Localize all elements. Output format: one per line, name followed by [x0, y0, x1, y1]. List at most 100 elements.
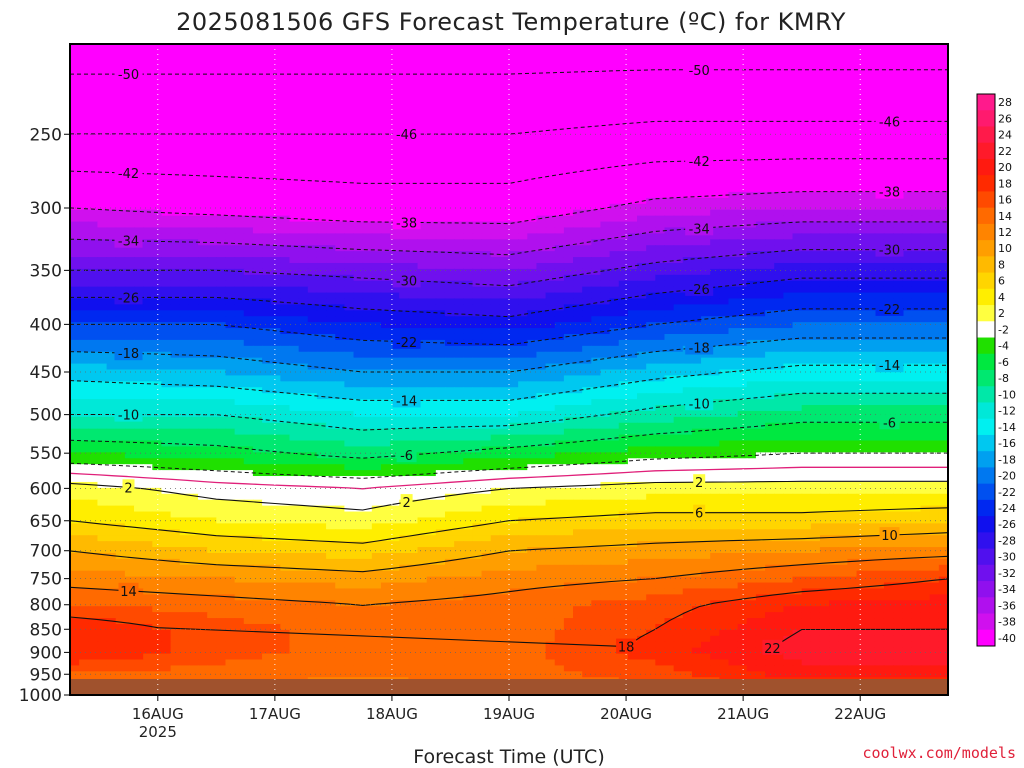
y-tick-label: 950	[30, 665, 62, 685]
colorbar-label: -2	[998, 323, 1009, 336]
colorbar-swatch	[977, 434, 995, 452]
colorbar-label: 12	[998, 226, 1012, 239]
colorbar-label: 16	[998, 194, 1012, 207]
colorbar-swatch	[977, 548, 995, 566]
contour-label: -10	[114, 406, 143, 424]
colorbar-swatch	[977, 467, 995, 485]
colorbar-swatch	[977, 158, 995, 176]
colorbar-swatch	[977, 564, 995, 582]
x-tick-label: 19AUG	[483, 705, 535, 723]
colorbar-label: -12	[998, 405, 1016, 418]
y-tick-label: 400	[30, 315, 62, 335]
colorbar-label: -6	[998, 356, 1009, 369]
x-tick-sublabel: 2025	[139, 723, 177, 741]
y-tick-label: 250	[30, 125, 62, 145]
y-tick-label: 700	[30, 542, 62, 562]
contour-label: 14	[118, 582, 139, 600]
contour-label: -38	[875, 183, 904, 201]
x-tick-label: 20AUG	[600, 705, 652, 723]
colorbar-label: -36	[998, 599, 1016, 612]
colorbar-swatch	[977, 613, 995, 631]
colorbar-swatch	[977, 256, 995, 274]
isotherm-solid	[69, 507, 949, 544]
colorbar-swatch	[977, 223, 995, 241]
colorbar-label: -26	[998, 518, 1016, 531]
isotherm-solid	[69, 480, 948, 511]
y-tick-label: 750	[30, 570, 62, 590]
colorbar-label: -8	[998, 372, 1009, 385]
contour-label: 2	[693, 474, 706, 491]
contour-label: 2	[122, 479, 135, 496]
isotherm-dashed	[70, 69, 948, 75]
contour-label: -14	[875, 357, 904, 374]
colorbar-label: 2	[998, 307, 1005, 320]
colorbar-label: -32	[998, 567, 1016, 580]
contour-label: -26	[114, 289, 143, 306]
contour-label: -6	[879, 414, 900, 431]
contour-label: -22	[875, 300, 904, 318]
colorbar-swatch	[977, 142, 995, 160]
colorbar-swatch	[977, 418, 995, 436]
colorbar-label: 4	[998, 291, 1005, 304]
temperature-field	[70, 44, 949, 696]
freezing-line	[69, 466, 948, 490]
contour-label: -34	[114, 232, 143, 250]
credit-link[interactable]: coolwx.com/models	[862, 744, 1016, 762]
contour-label: -50	[114, 66, 143, 83]
chart-title: 2025081506 GFS Forecast Temperature (ºC)…	[176, 8, 846, 36]
y-axis-ticks: 250 300 350 400 450 500 550 600 650 700 750 800 850 9…	[19, 125, 70, 706]
colorbar-swatch	[977, 370, 995, 387]
contour-label: -6	[396, 447, 417, 464]
plot-grid	[70, 44, 948, 696]
ground-strip	[70, 679, 948, 695]
contour-label: 2	[400, 494, 413, 511]
contour-label: 18	[616, 638, 637, 656]
x-tick-label: 17AUG	[249, 705, 301, 723]
y-tick-label: 450	[30, 363, 62, 383]
colorbar-swatch	[977, 207, 995, 225]
colorbar-frame	[976, 93, 996, 647]
isotherm-solid	[69, 532, 949, 573]
contour-label: -42	[685, 152, 714, 170]
colorbar-label: 6	[998, 275, 1005, 288]
colorbar-label: -14	[998, 421, 1016, 434]
colorbar-swatch	[977, 499, 995, 517]
colorbar-label: -16	[998, 437, 1016, 450]
contour-label: -30	[875, 241, 904, 259]
contour-label: -30	[392, 272, 421, 289]
contour-label: -18	[114, 345, 143, 362]
colorbar-swatch	[977, 451, 995, 468]
colorbar-swatch	[977, 288, 995, 306]
colorbar-swatch	[977, 175, 995, 192]
contour-label: 10	[879, 527, 900, 544]
colorbar-swatch	[977, 110, 995, 127]
colorbar-swatch	[977, 629, 995, 647]
y-tick-label: 600	[30, 479, 62, 499]
colorbar-label: -38	[998, 616, 1016, 629]
contour-label: -34	[685, 220, 714, 237]
colorbar-label: 14	[998, 210, 1012, 223]
colorbar-label: -30	[998, 551, 1016, 564]
colorbar: 28 26 24 22 20 18 16 14 12 10 8 6 4 2 -2 -4 -6 -8 -10 -12 -1…	[976, 93, 1016, 647]
colorbar-swatch	[977, 581, 995, 598]
colorbar-swatch	[977, 126, 995, 144]
colorbar-label: -10	[998, 388, 1016, 401]
colorbar-label: 8	[998, 259, 1005, 272]
contour-label: -10	[685, 395, 714, 412]
contour-label: -50	[685, 61, 714, 79]
x-tick-label: 21AUG	[717, 705, 769, 723]
colorbar-label: 22	[998, 145, 1012, 158]
colorbar-swatch	[977, 402, 995, 420]
y-tick-label: 350	[30, 261, 62, 281]
isotherm-contours	[69, 69, 949, 649]
colorbar-swatch	[977, 337, 995, 355]
contour-label: -46	[392, 126, 421, 143]
colorbar-swatch	[977, 191, 995, 209]
contour-labels: -50 -50 -46 -46 -42 -42 -38 -38 -34 -34 -30 -30 -26 -…	[114, 61, 904, 657]
x-axis-label: Forecast Time (UTC)	[413, 746, 604, 768]
y-tick-label: 550	[30, 444, 62, 464]
colorbar-swatch	[977, 321, 995, 339]
x-tick-label: 18AUG	[366, 705, 418, 723]
